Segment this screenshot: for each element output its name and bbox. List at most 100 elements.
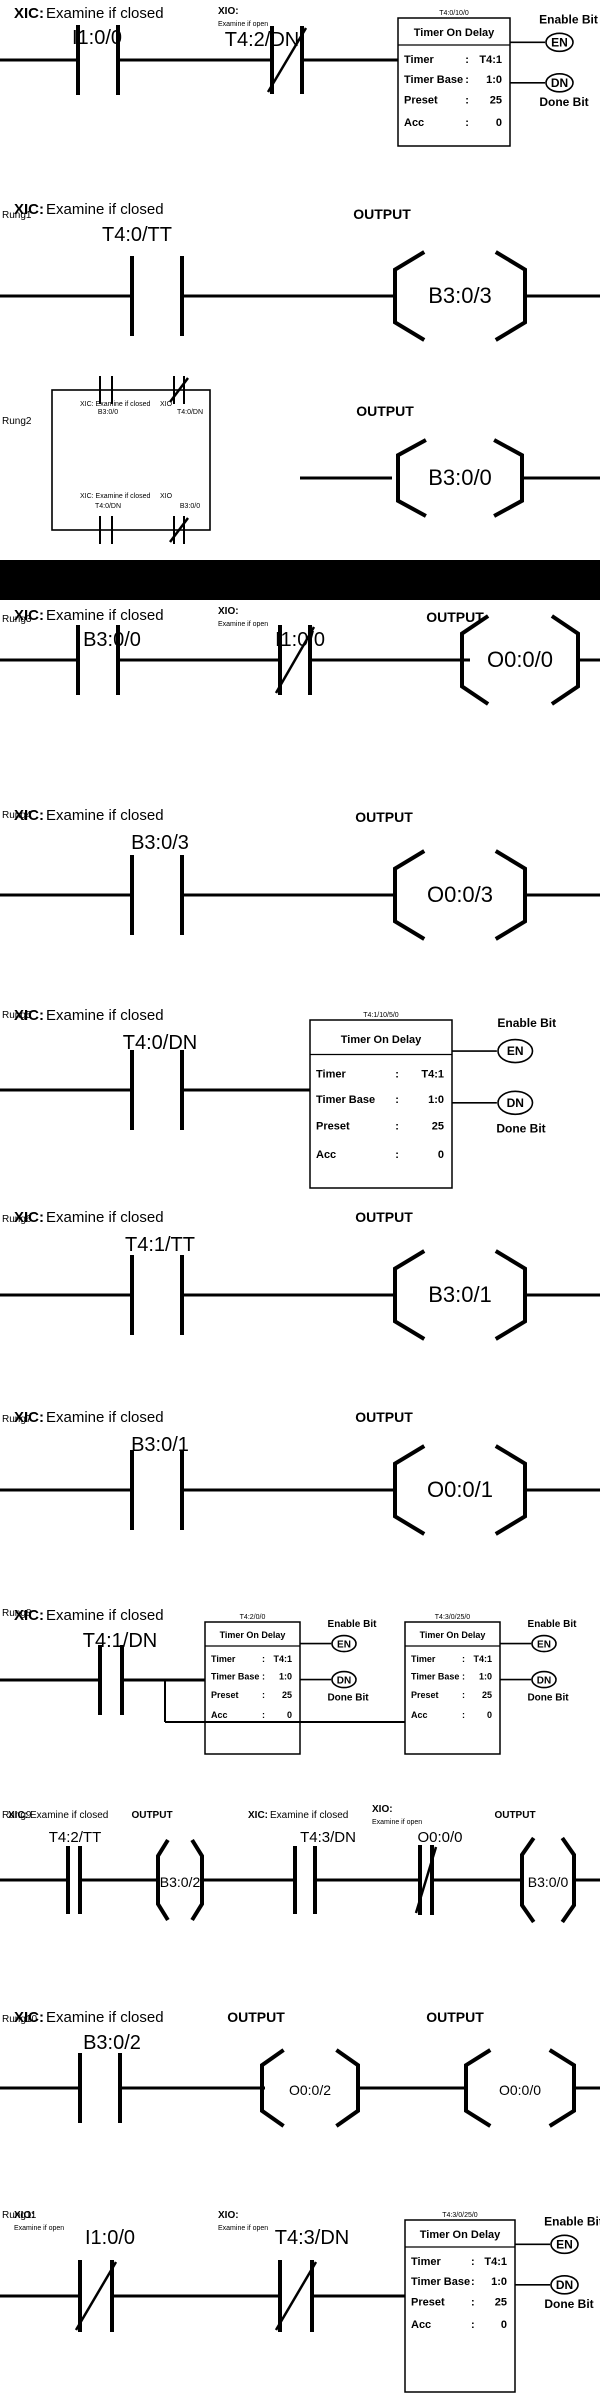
- coil-bracket-right: [550, 614, 580, 706]
- coil-bracket-right: [548, 2048, 576, 2128]
- timer-bit-label: DN: [556, 2278, 573, 2292]
- timer-row-sep: :: [462, 1710, 465, 1720]
- output-label: OUTPUT: [355, 809, 413, 825]
- instruction-label: XIC: Examine if closed: [14, 1209, 164, 1226]
- output-label: OUTPUT: [353, 206, 411, 222]
- coil-bracket-left: [520, 1836, 536, 1924]
- timer-row-sep: :: [465, 54, 469, 66]
- timer-bit-coil: [545, 73, 574, 93]
- output-label: OUTPUT: [227, 2009, 285, 2025]
- coil-bracket-right: [494, 1444, 527, 1536]
- enable-bit-label: Enable Bit: [528, 1619, 578, 1630]
- instruction-label: XIC: Examine if closed: [14, 607, 164, 624]
- coil-address: O0:0/3: [427, 882, 493, 907]
- coil-address: B3:0/2: [160, 1874, 201, 1890]
- timer-row-name: Timer: [411, 2256, 441, 2268]
- timer-row-value: T4:1: [273, 1654, 292, 1664]
- instruction-tag: XIC:: [14, 1209, 44, 1226]
- timer-row-name: Acc: [211, 1710, 228, 1720]
- output-label: OUTPUT: [494, 1810, 535, 1821]
- timer-row-name: Timer Base: [404, 74, 463, 86]
- instruction-text: Examine if closed: [46, 807, 164, 824]
- timer-row-sep: :: [465, 95, 469, 107]
- timer-bit-coil: [545, 32, 574, 53]
- instruction-text: Examine if closed: [46, 607, 164, 624]
- instruction-label: XIC: Examine if closed: [8, 1810, 108, 1821]
- instruction-text: Examine if closed: [46, 1409, 164, 1426]
- enable-bit-label: Enable Bit: [328, 1619, 378, 1630]
- timer-row-name: Acc: [411, 2319, 431, 2331]
- contact-address: B3:0/2: [83, 2032, 141, 2054]
- done-bit-label: Done Bit: [327, 1692, 369, 1703]
- rung-label: Rung2: [2, 416, 32, 427]
- coil-bracket-left: [464, 2048, 492, 2128]
- enable-bit-label: Enable Bit: [497, 1016, 556, 1030]
- timer-title: Timer On Delay: [420, 2229, 501, 2241]
- instruction-tag: XIO:: [218, 6, 239, 17]
- coil-bracket-left: [393, 849, 426, 941]
- done-bit-label: Done Bit: [496, 1122, 545, 1136]
- instruction-text: Examine if open: [14, 2225, 64, 2232]
- instruction-text: Examine if closed: [46, 1607, 164, 1624]
- timer-row-sep: :: [262, 1710, 265, 1720]
- timer-row-name: Timer: [211, 1654, 236, 1664]
- timer-header: T4:0/10/0: [439, 10, 469, 17]
- coil-bracket-left: [260, 2048, 285, 2128]
- contact-address: T4:2/TT: [49, 1829, 102, 1846]
- timer-row-value: 0: [487, 1710, 492, 1720]
- timer-row-sep: :: [262, 1654, 265, 1664]
- wire: [169, 377, 189, 403]
- contact-address: B3:0/1: [131, 1434, 189, 1456]
- timer-row-name: Timer Base: [316, 1094, 375, 1106]
- coil-bracket-left: [393, 250, 426, 342]
- coil-address: O0:0/0: [499, 2082, 541, 2098]
- timer-row-value: 1:0: [486, 74, 502, 86]
- contact-address: I1:0/0: [72, 27, 122, 49]
- separator-bar: [0, 560, 600, 600]
- output-label: OUTPUT: [426, 609, 484, 625]
- timer-bit-label: EN: [507, 1044, 524, 1058]
- timer-row-sep: :: [395, 1094, 399, 1106]
- coil-bracket-left: [156, 1838, 170, 1922]
- contact-address: T4:3/DN: [275, 2227, 349, 2249]
- timer-title: Timer On Delay: [341, 1034, 422, 1046]
- timer-row-sep: :: [471, 2276, 475, 2288]
- rung-label: Rung5: [2, 1010, 32, 1021]
- instruction-text: Examine if open: [372, 1819, 422, 1826]
- instruction-text: Examine if closed: [46, 5, 164, 22]
- instruction-label: XIC: Examine if closed: [80, 401, 151, 408]
- timer-bit-coil: [497, 1038, 534, 1064]
- timer-row-sep: :: [462, 1672, 465, 1682]
- timer-row-name: Acc: [404, 117, 424, 129]
- timer-bit-label: DN: [537, 1676, 551, 1687]
- timer-bit-label: EN: [337, 1640, 351, 1651]
- timer-row-name: Preset: [316, 1120, 350, 1132]
- timer-row-value: 25: [282, 1690, 292, 1700]
- enable-bit-label: Enable Bit: [539, 12, 598, 26]
- instruction-text: Examine if closed: [46, 2009, 164, 2026]
- instruction-tag: XIO:: [372, 1804, 393, 1815]
- timer-row-value: 0: [501, 2319, 507, 2331]
- timer-row-name: Timer Base: [411, 1672, 459, 1682]
- coil-bracket-left: [460, 614, 490, 706]
- timer-row-name: Acc: [411, 1710, 428, 1720]
- output-label: OUTPUT: [426, 2009, 484, 2025]
- timer-row-value: 25: [482, 1690, 492, 1700]
- timer-row-value: T4:1: [421, 1069, 444, 1081]
- timer-row-value: 1:0: [491, 2276, 507, 2288]
- instruction-label: XIC: Examine if closed: [14, 201, 164, 218]
- contact-address: B3:0/3: [131, 832, 189, 854]
- instruction-label: XIC: Examine if closed: [14, 1007, 164, 1024]
- rung-label: Rung1: [2, 210, 32, 221]
- instruction-tag: XIC:: [14, 5, 44, 22]
- timer-block: [404, 1621, 501, 1755]
- rung-label: Rung3: [2, 614, 32, 625]
- done-bit-label: Done Bit: [539, 95, 588, 109]
